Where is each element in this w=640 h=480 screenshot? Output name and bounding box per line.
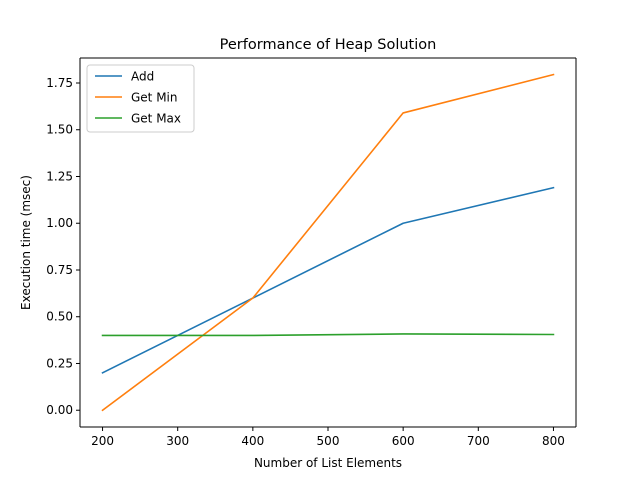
legend-label-get-min: Get Min bbox=[131, 91, 178, 105]
x-tick-label: 800 bbox=[542, 434, 565, 448]
y-axis-ticks: 0.00 0.25 0.50 0.75 1.00 1.25 1.50 1.75 bbox=[46, 76, 80, 417]
x-tick-label: 400 bbox=[241, 434, 264, 448]
y-tick-label: 1.25 bbox=[46, 169, 73, 183]
x-tick-label: 500 bbox=[317, 434, 340, 448]
axes-frame bbox=[79, 57, 577, 428]
x-tick-label: 200 bbox=[91, 434, 114, 448]
x-tick-label: 600 bbox=[392, 434, 415, 448]
series-line-get-max bbox=[101, 333, 555, 337]
y-tick-label: 0.50 bbox=[46, 310, 73, 324]
legend: Add Get Min Get Max bbox=[86, 64, 195, 133]
y-tick-label: 1.50 bbox=[46, 123, 73, 137]
series-layer bbox=[101, 73, 555, 412]
x-tick-label: 700 bbox=[467, 434, 490, 448]
y-tick-label: 0.75 bbox=[46, 263, 73, 277]
y-tick-label: 1.00 bbox=[46, 216, 73, 230]
y-tick-label: 0.00 bbox=[46, 403, 73, 417]
y-tick-label: 1.75 bbox=[46, 76, 73, 90]
x-tick-label: 300 bbox=[166, 434, 189, 448]
y-axis-label: Execution time (msec) bbox=[19, 175, 33, 310]
series-line-get-min bbox=[101, 73, 555, 412]
legend-label-get-max: Get Max bbox=[131, 112, 181, 126]
x-axis-ticks: 200 300 400 500 600 700 800 bbox=[91, 427, 565, 448]
legend-label-add: Add bbox=[131, 70, 154, 84]
chart-title: Performance of Heap Solution bbox=[220, 37, 437, 53]
y-tick-label: 0.25 bbox=[46, 356, 73, 370]
legend-box bbox=[86, 64, 195, 133]
x-axis-label: Number of List Elements bbox=[254, 456, 402, 470]
